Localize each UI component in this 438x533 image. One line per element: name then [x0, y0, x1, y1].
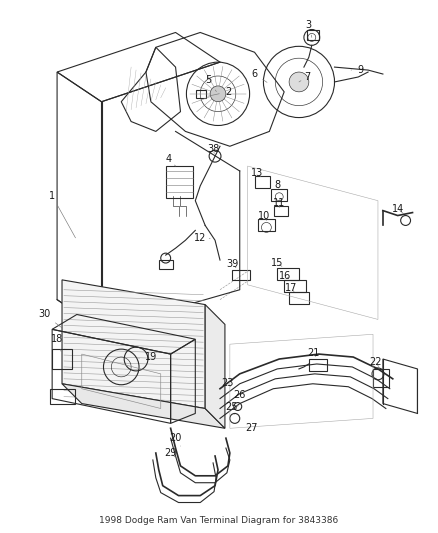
Bar	[307, 30, 319, 41]
Text: 38: 38	[207, 144, 219, 154]
Bar	[309, 359, 327, 371]
Text: 39: 39	[227, 259, 239, 269]
Text: 15: 15	[271, 258, 283, 268]
Bar	[274, 206, 288, 215]
Text: 6: 6	[251, 69, 267, 83]
Bar	[373, 369, 389, 387]
Bar	[166, 166, 193, 198]
Text: 25: 25	[226, 401, 238, 415]
Text: 22: 22	[370, 357, 382, 367]
Text: 18: 18	[51, 334, 63, 351]
Text: 17: 17	[285, 283, 297, 293]
Text: 26: 26	[233, 390, 246, 407]
Text: 3: 3	[306, 20, 312, 37]
Bar	[50, 389, 75, 403]
Bar	[271, 189, 287, 201]
Circle shape	[210, 86, 226, 102]
Text: 5: 5	[205, 75, 216, 92]
Text: 21: 21	[307, 348, 320, 358]
Bar	[52, 349, 72, 369]
Text: 2: 2	[208, 87, 231, 97]
Text: 7: 7	[299, 72, 310, 82]
Bar	[254, 176, 270, 188]
Bar	[289, 292, 309, 304]
Bar	[196, 90, 206, 98]
Text: 27: 27	[245, 423, 258, 433]
Text: 1998 Dodge Ram Van Terminal Diagram for 3843386: 1998 Dodge Ram Van Terminal Diagram for …	[99, 516, 339, 525]
Text: 1: 1	[49, 191, 75, 238]
Text: 11: 11	[273, 198, 285, 208]
Polygon shape	[62, 280, 205, 408]
Text: 16: 16	[279, 271, 291, 281]
Polygon shape	[62, 384, 225, 429]
Bar	[232, 270, 250, 280]
Circle shape	[289, 72, 309, 92]
Text: 12: 12	[194, 233, 210, 243]
Text: 23: 23	[222, 378, 234, 388]
Text: 20: 20	[170, 433, 182, 446]
Text: 9: 9	[351, 65, 363, 75]
Text: 14: 14	[392, 204, 404, 214]
Bar	[258, 219, 275, 231]
Text: 13: 13	[251, 168, 264, 178]
Bar	[277, 268, 299, 280]
Bar	[284, 280, 306, 292]
Text: 8: 8	[274, 180, 280, 190]
Bar	[159, 260, 173, 269]
Text: 30: 30	[38, 310, 62, 328]
Text: 10: 10	[258, 211, 271, 221]
Polygon shape	[205, 304, 225, 429]
Text: 4: 4	[166, 154, 176, 166]
Text: 29: 29	[164, 448, 177, 458]
Text: 19: 19	[139, 352, 157, 362]
